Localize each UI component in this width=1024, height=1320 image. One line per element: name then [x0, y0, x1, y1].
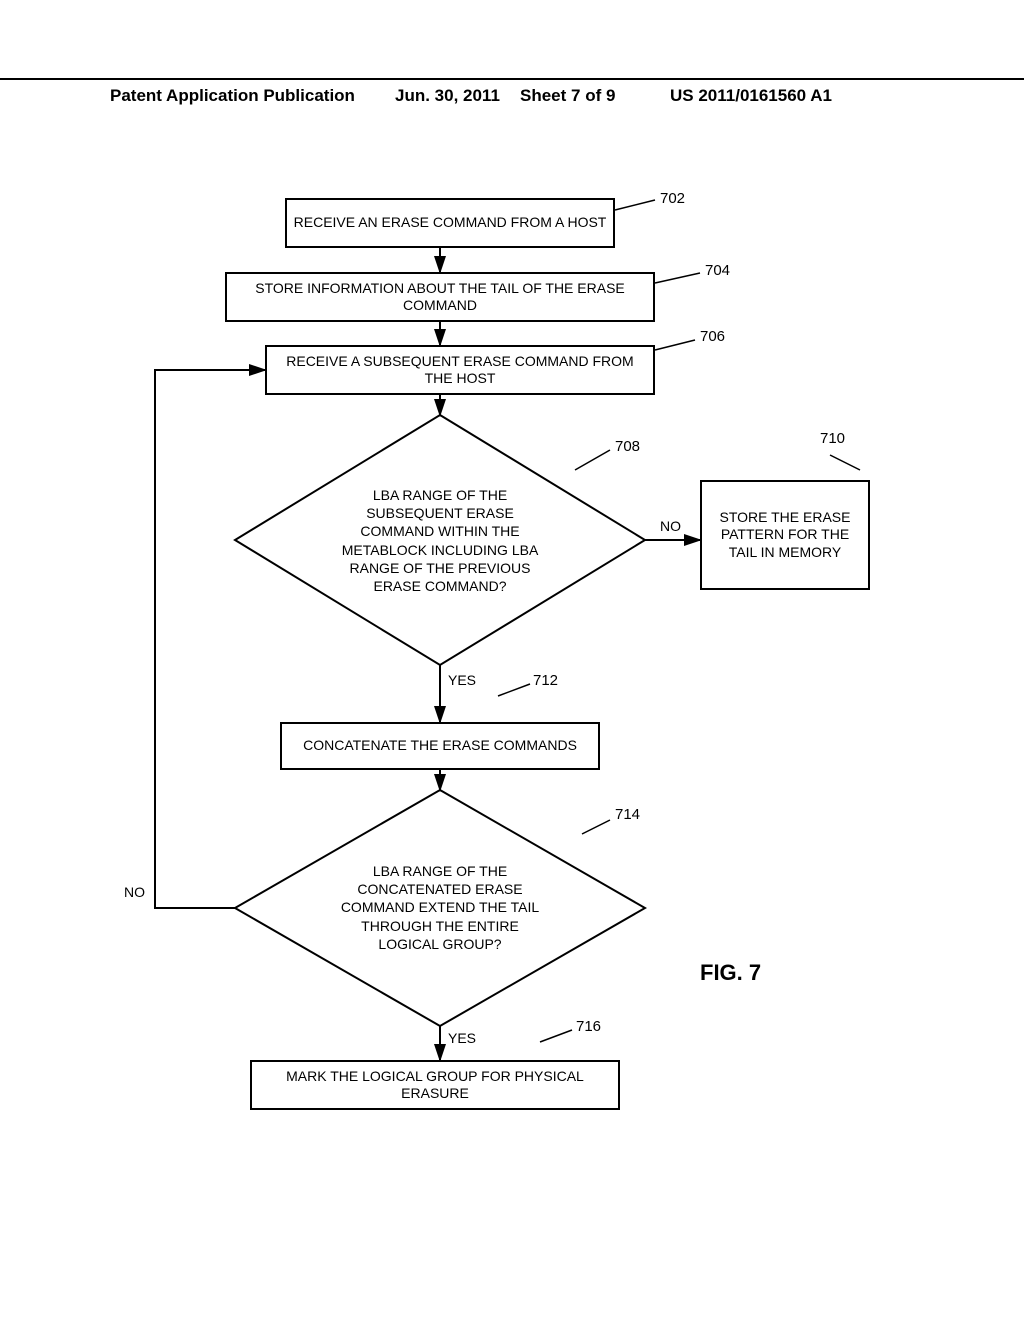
label-no-708: NO: [660, 518, 681, 534]
leader-714: [582, 820, 610, 834]
decision-714-text: LBA RANGE OF THE CONCATENATED ERASE COMM…: [330, 862, 550, 953]
step-706: RECEIVE A SUBSEQUENT ERASE COMMAND FROM …: [265, 345, 655, 395]
step-702: RECEIVE AN ERASE COMMAND FROM A HOST: [285, 198, 615, 248]
ref-714: 714: [615, 806, 640, 823]
label-yes-708: YES: [448, 672, 476, 688]
step-704: STORE INFORMATION ABOUT THE TAIL OF THE …: [225, 272, 655, 322]
ref-716: 716: [576, 1018, 601, 1035]
label-no-714: NO: [124, 884, 145, 900]
ref-712: 712: [533, 672, 558, 689]
leader-710: [830, 455, 860, 470]
ref-706: 706: [700, 328, 725, 345]
step-716: MARK THE LOGICAL GROUP FOR PHYSICAL ERAS…: [250, 1060, 620, 1110]
leader-708: [575, 450, 610, 470]
leader-716: [540, 1030, 572, 1042]
edge-714-loopback: [155, 370, 265, 908]
leader-712: [498, 684, 530, 696]
ref-704: 704: [705, 262, 730, 279]
label-yes-714: YES: [448, 1030, 476, 1046]
figure-label: FIG. 7: [700, 960, 761, 986]
decision-708-text: LBA RANGE OF THE SUBSEQUENT ERASE COMMAN…: [330, 486, 550, 595]
step-712: CONCATENATE THE ERASE COMMANDS: [280, 722, 600, 770]
ref-702: 702: [660, 190, 685, 207]
leader-706: [655, 340, 695, 350]
leader-702: [615, 200, 655, 210]
leader-704: [655, 273, 700, 283]
step-710: STORE THE ERASE PATTERN FOR THE TAIL IN …: [700, 480, 870, 590]
ref-710: 710: [820, 430, 845, 447]
ref-708: 708: [615, 438, 640, 455]
